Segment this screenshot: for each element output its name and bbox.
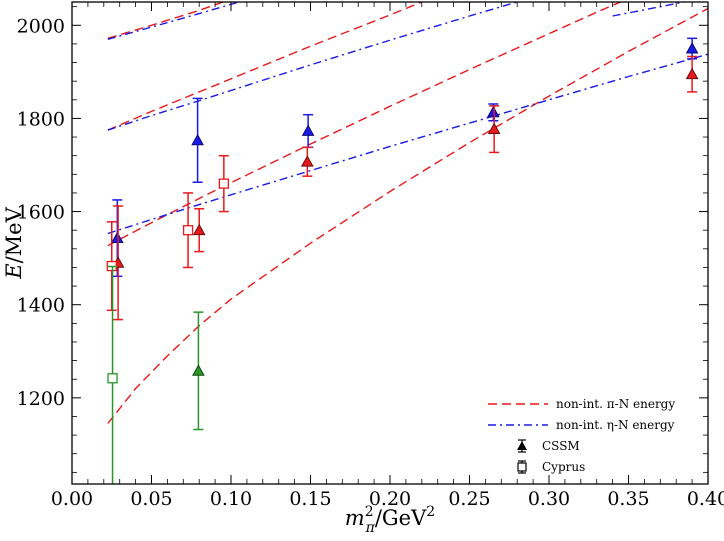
legend-entry-0: non-int. π-N energy bbox=[488, 397, 675, 411]
pi-n-energy-curve-0 bbox=[107, 7, 708, 424]
plot-frame bbox=[71, 1, 709, 485]
x-axis-label-sup: 2 bbox=[365, 504, 374, 520]
legend-triangle-swatch bbox=[517, 441, 527, 450]
legend-label-1: non-int. η-N energy bbox=[556, 418, 675, 432]
triangle-marker bbox=[487, 122, 501, 135]
cssm-point-7 bbox=[487, 103, 500, 122]
x-tick-label-1: 0.05 bbox=[130, 488, 172, 510]
x-tick-label-4: 0.20 bbox=[369, 488, 411, 510]
x-tick-label-5: 0.25 bbox=[448, 488, 490, 510]
y-axis-label-var: E bbox=[2, 263, 26, 279]
y-tick-label-3: 1800 bbox=[17, 108, 65, 130]
legend-label-2: CSSM bbox=[542, 439, 580, 453]
pi-n-energy-curve-2 bbox=[107, 2, 423, 131]
cssm-point-3 bbox=[192, 208, 206, 253]
cssm-point-6 bbox=[300, 146, 314, 177]
legend-entry-2: CSSM bbox=[517, 439, 580, 453]
data-points-layer bbox=[106, 37, 699, 484]
triangle-marker bbox=[110, 231, 124, 244]
legend-entry-1: non-int. η-N energy bbox=[488, 418, 675, 432]
x-tick-label-8: 0.40 bbox=[687, 488, 724, 510]
square-marker bbox=[218, 178, 229, 189]
cyprus-point-12 bbox=[107, 265, 118, 484]
legend-label-0: non-int. π-N energy bbox=[556, 397, 675, 411]
triangle-marker bbox=[301, 124, 315, 136]
square-marker bbox=[182, 225, 194, 236]
y-axis-label: E/MeV bbox=[2, 206, 26, 279]
x-tick-label-6: 0.30 bbox=[528, 488, 570, 510]
x-axis-label-sub: π bbox=[365, 520, 376, 536]
triangle-marker bbox=[192, 223, 206, 236]
y-tick-label-2: 1600 bbox=[17, 202, 65, 224]
pi-n-energy-curve-3 bbox=[107, 2, 224, 39]
cssm-point-8 bbox=[487, 105, 501, 154]
x-axis-label-unit-sup: 2 bbox=[426, 504, 435, 520]
triangle-marker bbox=[191, 133, 204, 146]
square-marker bbox=[107, 373, 118, 384]
y-tick-label-0: 1200 bbox=[17, 388, 65, 410]
triangle-marker bbox=[487, 105, 500, 118]
eta-n-energy-curve-6 bbox=[107, 2, 240, 40]
cyprus-point-13 bbox=[182, 192, 194, 269]
triangle-marker bbox=[685, 42, 699, 54]
cssm-point-5 bbox=[301, 113, 315, 149]
triangle-marker bbox=[685, 67, 699, 80]
axis-ticks bbox=[71, 2, 709, 484]
pi-n-energy-curve-1 bbox=[107, 2, 621, 247]
eta-n-energy-curve-5 bbox=[107, 2, 518, 131]
y-axis-label-unit: /MeV bbox=[2, 206, 26, 263]
x-tick-label-0: 0.00 bbox=[51, 488, 93, 510]
legend: non-int. π-N energy non-int. η-N energy CS… bbox=[488, 397, 675, 474]
eta-n-energy-curve-7 bbox=[612, 2, 685, 17]
y-tick-label-1: 1400 bbox=[17, 295, 65, 317]
x-axis-label-var: m bbox=[345, 506, 365, 530]
cssm-point-4 bbox=[192, 311, 205, 431]
cssm-point-2 bbox=[191, 97, 204, 183]
legend-label-3: Cyprus bbox=[542, 460, 585, 474]
y-tick-labels: 1200 1400 1600 1800 2000 bbox=[17, 15, 65, 410]
x-tick-label-7: 0.35 bbox=[607, 488, 649, 510]
cyprus-point-14 bbox=[218, 154, 229, 213]
y-tick-label-4: 2000 bbox=[17, 15, 65, 37]
x-axis-label: m2 π/GeV2 bbox=[345, 504, 435, 536]
legend-entry-3: Cyprus bbox=[517, 460, 585, 474]
legend-square-swatch bbox=[517, 462, 527, 472]
eta-n-energy-curve-4 bbox=[107, 53, 708, 235]
x-tick-label-3: 0.15 bbox=[289, 488, 331, 510]
x-tick-label-2: 0.10 bbox=[210, 488, 252, 510]
triangle-marker bbox=[192, 364, 205, 376]
cssm-point-10 bbox=[685, 55, 699, 93]
x-tick-labels: 0.00 0.05 0.10 0.15 0.20 0.25 0.30 0.35 0.40 bbox=[51, 488, 724, 510]
x-axis-label-unit: /GeV bbox=[375, 506, 427, 530]
triangle-marker bbox=[300, 155, 314, 167]
